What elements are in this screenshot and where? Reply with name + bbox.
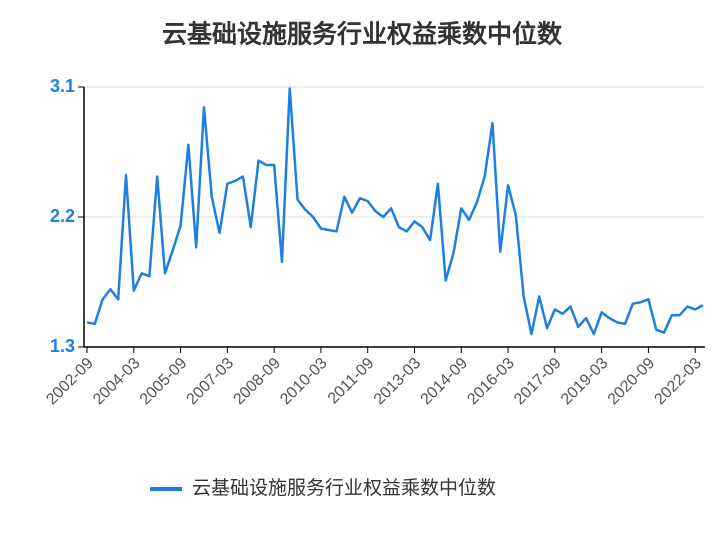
x-tick-label: 2005-09 xyxy=(137,355,191,409)
x-tick-label: 2016-03 xyxy=(464,355,518,409)
x-tick-label: 2013-03 xyxy=(371,355,425,409)
x-tick-label: 2004-03 xyxy=(90,355,144,409)
y-tick-label: 2.2 xyxy=(50,206,75,226)
x-tick-label: 2002-09 xyxy=(43,355,97,409)
y-tick-label: 1.3 xyxy=(50,336,75,356)
x-tick-label: 2017-09 xyxy=(511,355,565,409)
legend-label: 云基础设施服务行业权益乘数中位数 xyxy=(192,477,496,499)
x-tick-label: 2008-09 xyxy=(230,355,284,409)
x-tick-label: 2019-03 xyxy=(558,355,612,409)
chart-title: 云基础设施服务行业权益乘数中位数 xyxy=(162,20,563,49)
x-tick-label: 2011-09 xyxy=(325,355,378,408)
series-line xyxy=(86,87,704,336)
x-tick-label: 2007-03 xyxy=(184,355,238,409)
x-tick-label: 2014-09 xyxy=(418,355,472,409)
x-tick-label: 2020-09 xyxy=(605,355,659,409)
x-tick-label: 2022-03 xyxy=(651,355,705,409)
y-tick-label: 3.1 xyxy=(50,76,75,96)
x-tick-label: 2010-03 xyxy=(277,355,331,409)
